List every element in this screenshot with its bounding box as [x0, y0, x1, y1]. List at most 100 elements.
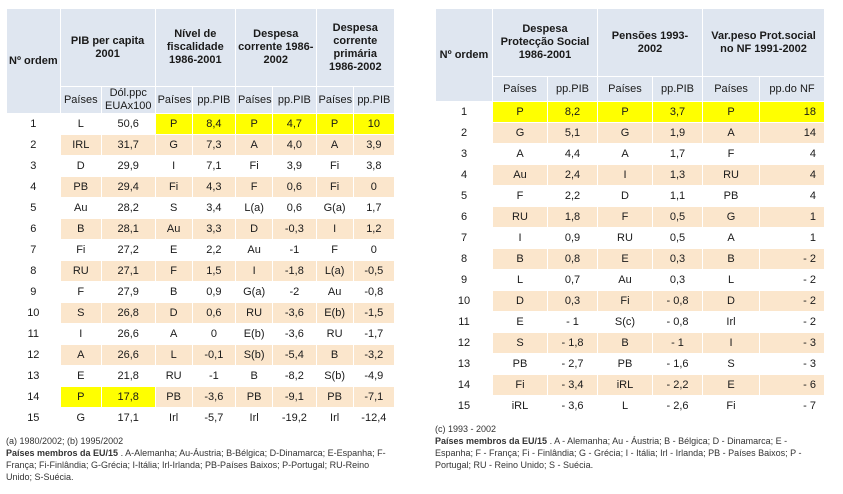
- subheader-cell: Países: [597, 76, 653, 102]
- table-cell: D: [492, 290, 548, 312]
- table-cell: G: [59, 407, 102, 429]
- table-cell: Fi: [154, 176, 193, 198]
- rank-cell: 15: [435, 395, 493, 417]
- table-cell: P: [702, 101, 761, 123]
- table-row: 7 Fi 27,2 E 2,2 Au -1 F 0: [6, 239, 396, 261]
- table-cell: Au: [235, 239, 274, 261]
- table-row: 5 F 2,2 D 1,1 PB 4: [435, 185, 826, 207]
- table-cell: 0,5: [651, 206, 704, 228]
- table-cell: 0,3: [547, 290, 598, 312]
- table-row: 5 Au 28,2 S 3,4 L(a) 0,6 G(a) 1,7: [6, 197, 396, 219]
- table-cell: - 1: [547, 311, 598, 333]
- table-cell: 0: [352, 239, 396, 261]
- table-cell: 4,4: [547, 143, 598, 165]
- table-cell: 0,9: [547, 227, 598, 249]
- table-cell: 17,8: [100, 386, 156, 408]
- table-cell: RU: [235, 302, 274, 324]
- col-var-peso-header: Var.peso Prot.social no NF 1991-2002: [702, 8, 826, 77]
- table-row: 9 L 0,7 Au 0,3 L - 2: [435, 269, 826, 291]
- right-ranking-table: Nº ordem Despesa Protecção Social 1986-2…: [435, 8, 826, 417]
- col-pib-header: PIB per capita 2001: [59, 8, 156, 87]
- table-cell: 1,3: [651, 164, 704, 186]
- table-cell: S(b): [235, 344, 274, 366]
- table-cell: IRL: [59, 134, 102, 156]
- rank-cell: 9: [6, 281, 61, 303]
- table-cell: 21,8: [100, 365, 156, 387]
- table-cell: - 1,8: [547, 332, 598, 354]
- rank-cell: 6: [435, 206, 493, 228]
- table-cell: -1,7: [352, 323, 396, 345]
- table-cell: 3,3: [191, 218, 237, 240]
- table-row: 8 RU 27,1 F 1,5 I -1,8 L(a) -0,5: [6, 260, 396, 282]
- table-cell: 2,2: [191, 239, 237, 261]
- rank-cell: 12: [435, 332, 493, 354]
- table-cell: P: [235, 113, 274, 135]
- table-cell: 18: [759, 101, 826, 123]
- table-cell: - 6: [759, 374, 826, 396]
- table-cell: 29,4: [100, 176, 156, 198]
- table-row: 14 Fi - 3,4 iRL - 2,2 E - 6: [435, 374, 826, 396]
- table-cell: 31,7: [100, 134, 156, 156]
- table-cell: 26,6: [100, 344, 156, 366]
- table-cell: -3,6: [191, 386, 237, 408]
- table-cell: -0,1: [191, 344, 237, 366]
- table-cell: -4,9: [352, 365, 396, 387]
- subheader-cell: pp.PIB: [651, 76, 704, 102]
- table-cell: iRL: [597, 374, 653, 396]
- table-cell: Irl: [235, 407, 274, 429]
- table-cell: E(b): [235, 323, 274, 345]
- table-cell: P: [315, 113, 354, 135]
- table-cell: 5,1: [547, 122, 598, 144]
- table-cell: Au: [492, 164, 548, 186]
- table-cell: - 2: [759, 290, 826, 312]
- table-cell: 27,2: [100, 239, 156, 261]
- table-cell: Irl: [154, 407, 193, 429]
- table-cell: L: [597, 395, 653, 417]
- table-row: 8 B 0,8 E 0,3 B - 2: [435, 248, 826, 270]
- table-cell: F: [59, 281, 102, 303]
- table-cell: F: [154, 260, 193, 282]
- rank-cell: 5: [6, 197, 61, 219]
- rank-cell: 14: [435, 374, 493, 396]
- table-cell: 0,9: [191, 281, 237, 303]
- table-cell: 1,7: [352, 197, 396, 219]
- table-cell: L(a): [315, 260, 354, 282]
- subheader-cell: pp.do NF: [759, 76, 826, 102]
- table-cell: E: [597, 248, 653, 270]
- table-cell: A: [597, 143, 653, 165]
- table-cell: A: [154, 323, 193, 345]
- rank-cell: 1: [6, 113, 61, 135]
- table-cell: Fi: [59, 239, 102, 261]
- table-cell: Irl: [315, 407, 354, 429]
- table-row: 9 F 27,9 B 0,9 G(a) -2 Au -0,8: [6, 281, 396, 303]
- table-cell: 14: [759, 122, 826, 144]
- right-footnote: (c) 1993 - 2002: [435, 424, 497, 434]
- subheader-cell: Países: [492, 76, 548, 102]
- table-cell: A: [702, 227, 761, 249]
- table-cell: 27,1: [100, 260, 156, 282]
- table-cell: I: [492, 227, 548, 249]
- table-cell: 0,3: [651, 269, 704, 291]
- table-cell: RU: [315, 323, 354, 345]
- table-cell: Irl: [702, 311, 761, 333]
- table-cell: 29,9: [100, 155, 156, 177]
- col-protecao-social-header: Despesa Protecção Social 1986-2001: [492, 8, 598, 77]
- table-cell: RU: [59, 260, 102, 282]
- table-cell: - 0,8: [651, 311, 704, 333]
- subheader-cell: Dól.ppc EUAx100: [100, 86, 156, 114]
- table-cell: 26,6: [100, 323, 156, 345]
- table-cell: F: [492, 185, 548, 207]
- table-cell: S(c): [597, 311, 653, 333]
- table-row: 10 D 0,3 Fi - 0,8 D - 2: [435, 290, 826, 312]
- rank-cell: 8: [6, 260, 61, 282]
- table-cell: A: [315, 134, 354, 156]
- table-cell: - 3,4: [547, 374, 598, 396]
- table-cell: 4: [759, 164, 826, 186]
- table-cell: I: [315, 218, 354, 240]
- rank-cell: 7: [6, 239, 61, 261]
- rank-cell: 6: [6, 218, 61, 240]
- table-cell: 1,8: [547, 206, 598, 228]
- table-cell: RU: [154, 365, 193, 387]
- table-cell: PB: [702, 185, 761, 207]
- right-members-title: Países membros da EU/15: [435, 436, 548, 446]
